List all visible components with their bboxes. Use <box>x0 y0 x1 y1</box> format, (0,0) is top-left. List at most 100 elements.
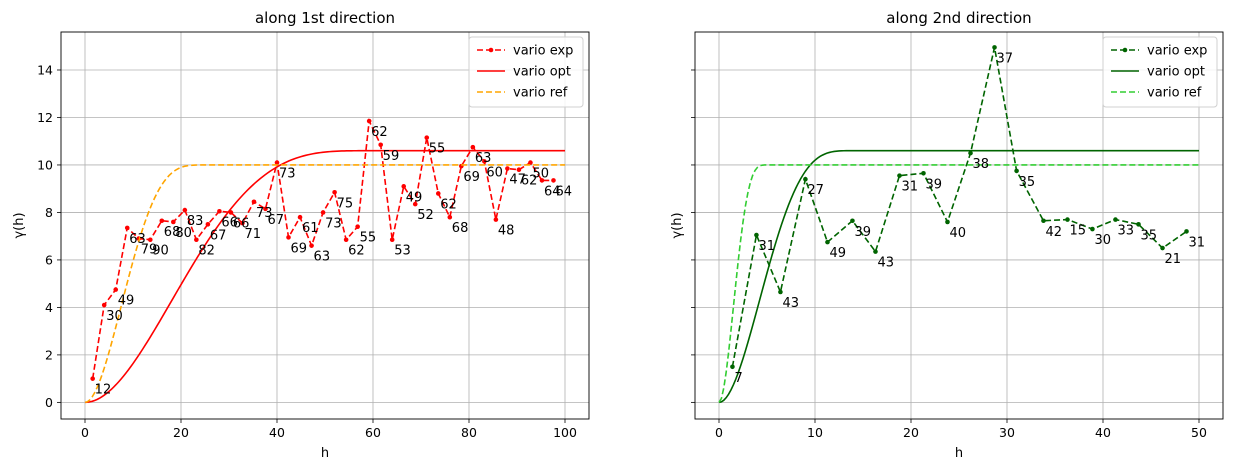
point-count-label: 31 <box>901 180 918 195</box>
point-count-label: 55 <box>360 231 377 246</box>
point-count-label: 50 <box>532 167 549 182</box>
data-point <box>825 239 830 245</box>
point-count-label: 37 <box>997 51 1014 66</box>
point-count-label: 7 <box>734 371 742 386</box>
point-count-label: 47 <box>509 173 526 188</box>
point-count-label: 33 <box>1117 224 1134 239</box>
y-tick-label: 4 <box>45 300 53 315</box>
series-line-vario-ref <box>718 164 1199 403</box>
data-point <box>1090 226 1095 232</box>
x-tick-label: 40 <box>269 425 285 440</box>
point-count-label: 48 <box>498 224 515 239</box>
data-point <box>274 160 280 165</box>
point-count-label: 39 <box>925 177 942 192</box>
point-count-label: 49 <box>406 190 423 205</box>
point-count-label: 67 <box>210 228 227 243</box>
x-tick-label: 40 <box>1095 425 1111 440</box>
y-tick-label: 6 <box>45 252 53 267</box>
data-point <box>921 170 926 176</box>
data-point <box>493 217 499 222</box>
data-point <box>412 201 418 207</box>
y-axis-label: γ(h) <box>670 212 685 238</box>
series-line-vario-opt <box>718 149 1199 404</box>
data-point <box>159 218 165 224</box>
data-point <box>1014 168 1019 174</box>
y-tick-label: 8 <box>45 205 53 220</box>
point-count-label: 68 <box>452 221 469 236</box>
point-count-label: 90 <box>152 244 169 259</box>
point-count-label: 38 <box>973 157 990 172</box>
data-point <box>240 220 245 226</box>
point-count-label: 21 <box>1165 252 1182 267</box>
point-count-label: 63 <box>314 250 331 265</box>
point-count-label: 62 <box>348 244 365 259</box>
data-point <box>205 222 211 227</box>
plot-area <box>84 118 565 404</box>
data-point <box>516 167 522 173</box>
y-tick-label: 10 <box>37 157 53 172</box>
point-count-label: 15 <box>1069 224 1086 239</box>
y-tick-label: 0 <box>45 395 53 410</box>
legend-label: vario ref <box>1147 86 1202 101</box>
legend-label: vario exp <box>513 44 573 59</box>
point-count-label: 61 <box>302 221 319 236</box>
data-point <box>101 302 107 308</box>
legend-marker <box>1122 47 1128 53</box>
point-count-label: 49 <box>118 294 135 309</box>
x-tick-label: 20 <box>173 425 189 440</box>
data-point <box>389 237 395 243</box>
data-point <box>182 207 188 213</box>
data-point <box>528 160 533 165</box>
x-tick-label: 10 <box>807 425 823 440</box>
chart-title: along 2nd direction <box>886 9 1031 27</box>
point-count-label: 60 <box>486 165 503 180</box>
point-count-label: 79 <box>141 243 158 258</box>
data-point <box>424 135 430 140</box>
point-count-label: 31 <box>758 239 775 254</box>
series-line-vario-exp <box>731 47 1187 367</box>
y-tick-label: 2 <box>45 347 53 362</box>
point-count-label: 59 <box>383 149 400 164</box>
data-point <box>945 219 950 225</box>
point-count-label: 73 <box>256 206 273 221</box>
data-point <box>124 225 130 231</box>
legend-label: vario opt <box>1147 65 1205 80</box>
data-point <box>217 208 222 214</box>
series-line-vario-ref <box>84 164 565 404</box>
data-point <box>897 173 902 178</box>
data-point <box>366 118 372 124</box>
point-count-label: 69 <box>463 170 480 185</box>
data-point <box>332 189 337 195</box>
data-point <box>251 199 257 205</box>
data-point <box>320 210 326 215</box>
x-tick-label: 80 <box>461 425 477 440</box>
data-point <box>90 376 95 381</box>
data-point <box>968 150 973 156</box>
point-count-label: 40 <box>949 226 966 241</box>
point-count-label: 80 <box>175 226 192 241</box>
point-count-label: 43 <box>877 256 894 271</box>
data-point <box>1041 218 1046 224</box>
data-point <box>992 45 997 50</box>
x-tick-label: 30 <box>999 425 1015 440</box>
x-tick-label: 60 <box>365 425 381 440</box>
data-point <box>482 159 487 164</box>
point-count-label: 12 <box>95 383 112 398</box>
point-count-label: 63 <box>475 151 492 166</box>
point-count-label: 67 <box>267 213 284 228</box>
x-axis-label: h <box>321 446 329 461</box>
legend: vario exp vario opt vario ref <box>468 36 584 108</box>
legend-label: vario opt <box>513 65 571 80</box>
data-point <box>873 249 878 254</box>
y-axis-label: γ(h) <box>12 212 27 238</box>
point-count-label: 62 <box>521 174 538 189</box>
data-point <box>401 184 407 189</box>
data-point <box>378 142 383 148</box>
point-count-label: 68 <box>164 225 181 240</box>
data-point <box>355 224 360 229</box>
legend-label: vario ref <box>513 86 568 101</box>
data-point <box>194 237 199 243</box>
data-point <box>1113 217 1118 222</box>
